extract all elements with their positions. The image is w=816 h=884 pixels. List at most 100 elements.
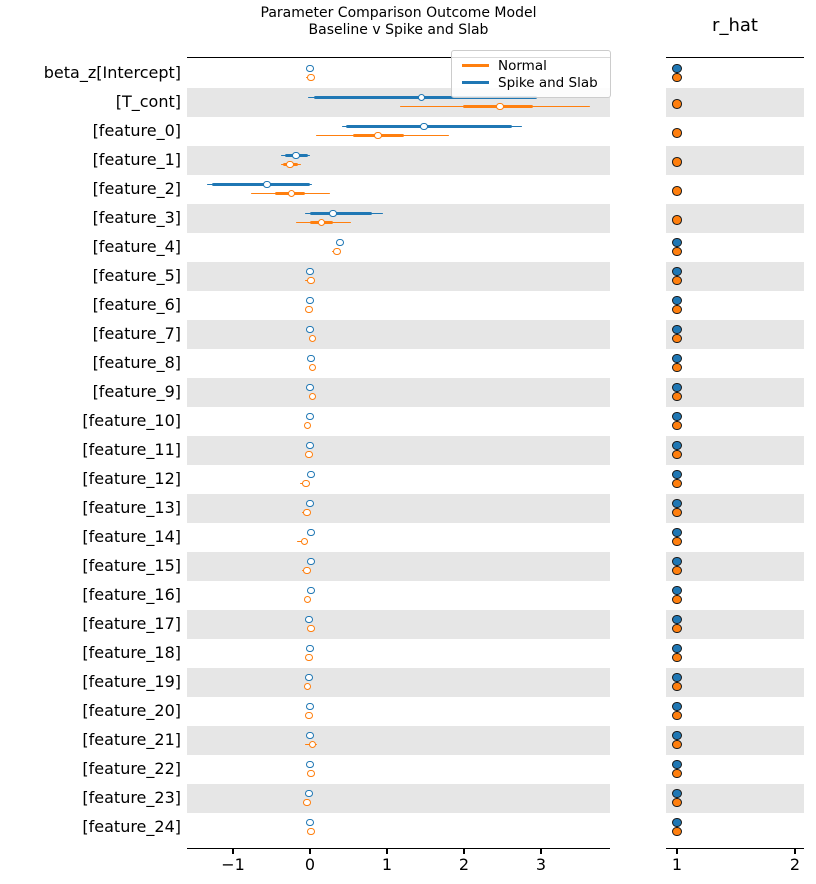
x-tick-label: 3 [535,855,547,874]
y-tick-label: [feature_19] [82,672,181,691]
spike-and-slab-line-swatch [462,81,489,84]
median-marker [307,73,315,82]
rhat-dot-spike-and-slab [672,556,682,567]
median-marker [305,711,313,720]
row-band [666,145,804,175]
row-band [187,551,610,581]
row-band [187,261,610,291]
interquartile-line [346,124,512,129]
x-axis-tick [676,849,678,854]
x-tick-label: −1 [221,855,245,874]
legend: Normal Spike and Slab [451,50,611,98]
median-marker [308,740,317,749]
x-axis-tick [540,849,542,854]
x-axis-tick [463,849,465,854]
y-tick-label: [feature_2] [92,179,181,198]
row-band [187,319,610,349]
median-marker [306,296,314,305]
rhat-dot-spike-and-slab [672,353,682,364]
median-marker [306,731,314,740]
legend-item-spike-and-slab: Spike and Slab [462,74,598,91]
row-band [666,667,804,697]
row-band [187,203,610,233]
x-tick-label: 2 [789,855,801,874]
row-band [666,493,804,523]
median-marker [306,818,314,827]
rhat-dot-spike-and-slab [672,237,682,248]
median-marker [307,769,315,778]
median-marker [336,238,344,247]
y-tick-label: beta_z[Intercept] [43,63,181,82]
rhat-dot-normal [672,565,682,576]
row-band [187,783,610,813]
x-tick-label: 0 [304,855,316,874]
median-marker [306,760,314,769]
rhat-dot-normal [672,507,682,518]
rhat-dot-normal [672,681,682,692]
row-band [187,609,610,639]
top-spine [666,57,804,59]
rhat-dot-normal [672,420,682,431]
y-axis-labels: beta_z[Intercept] [T_cont] [feature_0] [fea… [0,57,181,848]
rhat-dot-spike-and-slab [672,411,682,422]
main-plot-title-line2: Baseline v Spike and Slab [308,22,489,38]
row-band [666,551,804,581]
rhat-dot-spike-and-slab [672,266,682,277]
median-marker [306,325,314,334]
rhat-dot-normal [672,246,682,257]
y-tick-label: [feature_17] [82,614,181,633]
row-band [187,435,610,465]
median-marker [286,160,294,169]
rhat-dot-spike-and-slab [672,759,682,770]
rhat-dot-normal [672,215,682,225]
legend-label-spike-and-slab: Spike and Slab [498,74,598,91]
y-tick-label: [feature_11] [82,440,181,459]
top-spine [187,57,610,59]
y-tick-label: [feature_8] [92,353,181,372]
rhat-dot-spike-and-slab [672,440,682,451]
y-tick-label: [feature_3] [92,208,181,227]
rhat-dot-normal [672,186,682,196]
median-marker [306,441,314,450]
rhat-dot-spike-and-slab [672,382,682,393]
median-marker [496,102,504,111]
rhat-dot-spike-and-slab [672,672,682,683]
y-tick-label: [feature_20] [82,701,181,720]
median-marker [308,392,317,401]
x-tick-label: 2 [458,855,470,874]
legend-label-normal: Normal [498,57,547,74]
rhat-dot-normal [672,449,682,460]
rhat-dot-spike-and-slab [672,643,682,654]
median-marker [333,247,341,256]
y-tick-label: [feature_16] [82,585,181,604]
median-marker [307,624,315,633]
y-tick-label: [feature_15] [82,556,181,575]
rhat-dot-spike-and-slab [672,469,682,480]
rhat-dot-normal [672,739,682,750]
y-tick-label: [feature_21] [82,730,181,749]
median-marker [292,151,300,160]
rhat-dot-spike-and-slab [672,63,682,74]
rhat-dot-normal [672,304,682,315]
median-marker [308,363,317,372]
y-tick-label: [feature_23] [82,788,181,807]
y-tick-label: [T_cont] [115,92,181,111]
y-tick-label: [feature_10] [82,411,181,430]
median-marker [307,470,315,479]
x-axis-tick [794,849,796,854]
rhat-dot-normal [672,99,682,109]
median-marker [306,267,314,276]
rhat-dot-normal [672,128,682,138]
median-marker [303,798,311,807]
y-tick-label: [feature_4] [92,237,181,256]
y-tick-label: [feature_22] [82,759,181,778]
rhat-dot-spike-and-slab [672,324,682,335]
median-marker [306,412,314,421]
x-axis-tick [309,849,311,854]
rhat-dot-normal [672,623,682,634]
y-tick-label: [feature_14] [82,527,181,546]
rhat-dot-normal [672,333,682,344]
x-tick-label: 1 [381,855,393,874]
y-tick-label: [feature_12] [82,469,181,488]
median-marker [307,354,315,363]
